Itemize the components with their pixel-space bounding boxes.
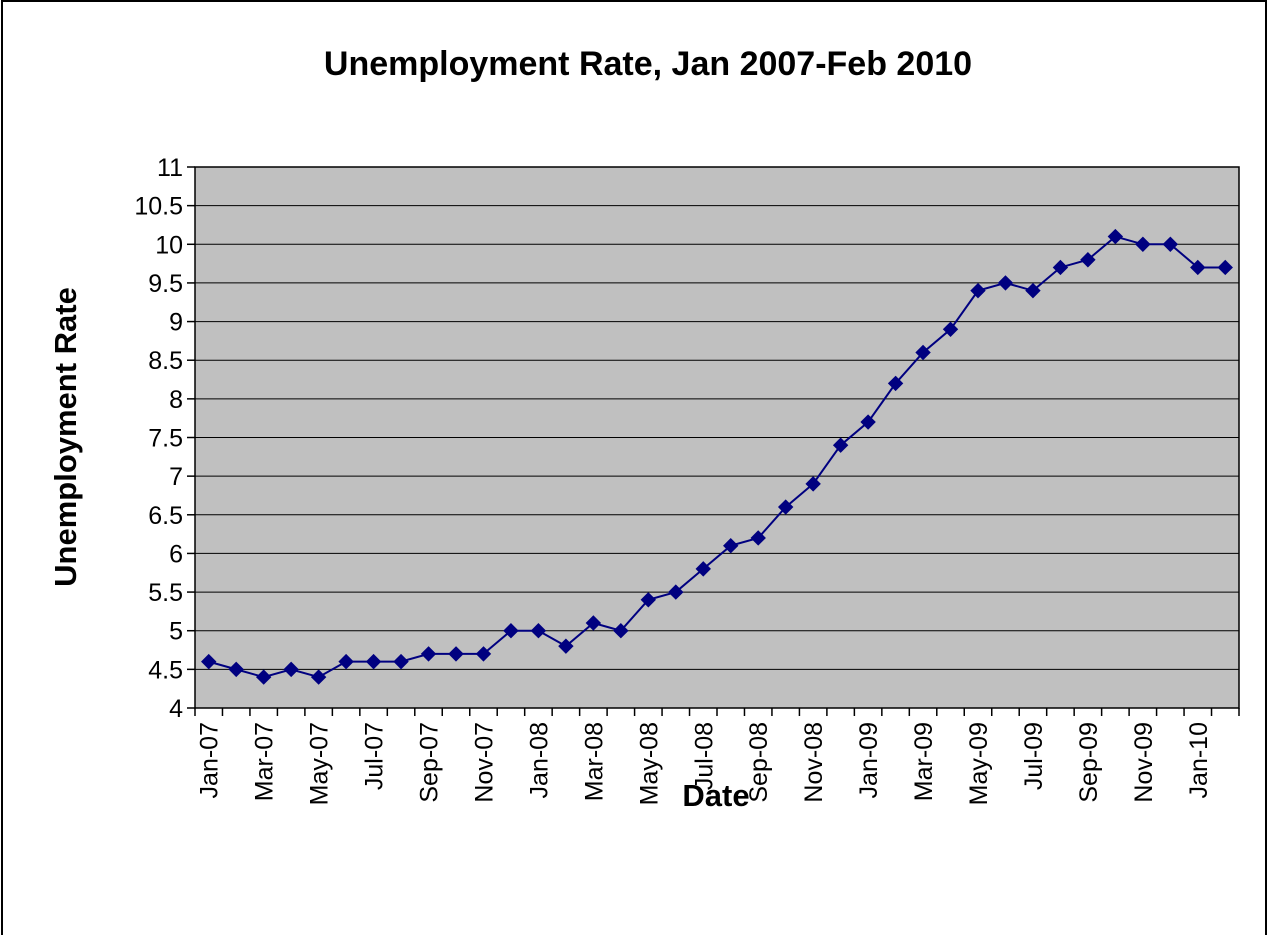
y-axis: 4 4.5 5 5.5 6 6.5 7 7.5 8 8.5 9 9.5 10 10.5 11 xyxy=(134,154,195,723)
data-point-marker xyxy=(805,476,821,492)
chart-title: Unemployment Rate, Jan 2007-Feb 2010 xyxy=(324,45,972,83)
y-tick-label: 9.5 xyxy=(148,270,183,298)
data-point-marker xyxy=(585,615,602,631)
data-point-marker xyxy=(1080,252,1096,268)
y-tick-label: 8.5 xyxy=(148,347,183,375)
data-point-marker xyxy=(1190,259,1206,276)
data-point-marker xyxy=(915,344,931,361)
data-point-marker xyxy=(558,638,574,654)
x-tick-label: Mar-08 xyxy=(580,722,608,801)
x-tick-label: Jan-08 xyxy=(525,722,553,798)
x-tick-label: Mar-09 xyxy=(910,722,938,801)
y-tick-label: 10 xyxy=(155,231,183,259)
y-tick-label: 4 xyxy=(169,695,183,723)
data-point-marker xyxy=(1135,236,1151,252)
y-tick-label: 9 xyxy=(169,309,183,337)
data-point-marker xyxy=(283,661,299,678)
data-point-marker xyxy=(860,414,876,430)
data-point-marker xyxy=(777,499,794,515)
data-point-marker xyxy=(1107,228,1124,245)
x-tick-label: Nov-08 xyxy=(800,722,828,803)
data-point-marker xyxy=(1025,282,1041,299)
data-point-marker xyxy=(695,561,711,577)
x-tick-label: Nov-09 xyxy=(1130,722,1158,803)
data-point-marker xyxy=(723,537,739,554)
data-point-marker xyxy=(1162,236,1179,252)
data-point-marker xyxy=(310,669,327,685)
x-tick-label: Jul-07 xyxy=(361,722,389,790)
x-tick-label: Mar-07 xyxy=(251,722,279,801)
x-tick-label: Sep-07 xyxy=(416,722,444,803)
data-point-marker xyxy=(668,584,684,600)
data-point-marker xyxy=(750,530,766,546)
data-point-marker xyxy=(1052,259,1069,276)
data-point-marker xyxy=(970,282,986,299)
data-point-marker xyxy=(420,646,437,662)
data-point-marker xyxy=(832,437,849,453)
data-point-marker xyxy=(613,623,629,639)
x-tick-label: Jul-09 xyxy=(1020,722,1048,790)
y-tick-label: 8 xyxy=(169,386,183,414)
data-point-marker xyxy=(338,653,354,670)
data-point-marker xyxy=(448,646,464,662)
data-point-marker xyxy=(1217,259,1233,276)
y-tick-label: 6.5 xyxy=(148,502,183,530)
y-tick-label: 10.5 xyxy=(134,193,183,221)
data-point-marker xyxy=(365,653,382,670)
data-point-marker xyxy=(530,623,547,639)
data-point-marker xyxy=(255,669,272,685)
x-tick-label: Jan-07 xyxy=(196,722,224,798)
y-tick-label: 5.5 xyxy=(148,579,183,607)
y-axis-title: Unemployment Rate xyxy=(48,287,83,587)
x-tick-label: Jul-08 xyxy=(690,722,718,790)
data-point-marker xyxy=(997,275,1014,291)
x-tick-label: Jan-09 xyxy=(855,722,883,798)
y-tick-label: 5 xyxy=(169,618,183,646)
data-point-marker xyxy=(503,623,519,639)
x-tick-label: May-07 xyxy=(306,722,334,805)
data-point-marker xyxy=(887,375,904,392)
data-point-marker xyxy=(475,646,492,662)
data-point-marker xyxy=(393,653,409,670)
x-tick-label: Nov-07 xyxy=(470,722,498,803)
y-tick-label: 4.5 xyxy=(148,656,183,684)
x-axis-title: Date xyxy=(682,778,749,813)
y-tick-label: 7 xyxy=(169,463,183,491)
series-markers xyxy=(201,228,1233,685)
x-tick-label: Sep-09 xyxy=(1075,722,1103,803)
x-tick-label: Sep-08 xyxy=(745,722,773,803)
data-point-marker xyxy=(201,653,217,670)
x-axis: Jan-07 Mar-07 May-07 Jul-07 Sep-07 Nov-07 Jan-… xyxy=(194,708,1240,805)
y-tick-label: 6 xyxy=(169,540,183,568)
x-tick-label: May-08 xyxy=(635,722,663,805)
x-tick-label: May-09 xyxy=(965,722,993,805)
data-point-marker xyxy=(640,592,657,608)
gridlines xyxy=(195,205,1239,670)
data-point-marker xyxy=(228,661,244,678)
y-tick-label: 11 xyxy=(157,154,183,182)
x-tick-label: Jan-10 xyxy=(1185,722,1213,798)
y-tick-label: 7.5 xyxy=(148,425,183,453)
data-point-marker xyxy=(942,321,959,338)
